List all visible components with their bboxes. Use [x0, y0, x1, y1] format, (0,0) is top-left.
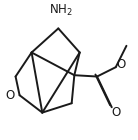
Text: O: O	[111, 106, 120, 119]
Text: O: O	[6, 89, 15, 102]
Text: O: O	[116, 58, 126, 71]
Text: NH$_2$: NH$_2$	[49, 3, 73, 18]
